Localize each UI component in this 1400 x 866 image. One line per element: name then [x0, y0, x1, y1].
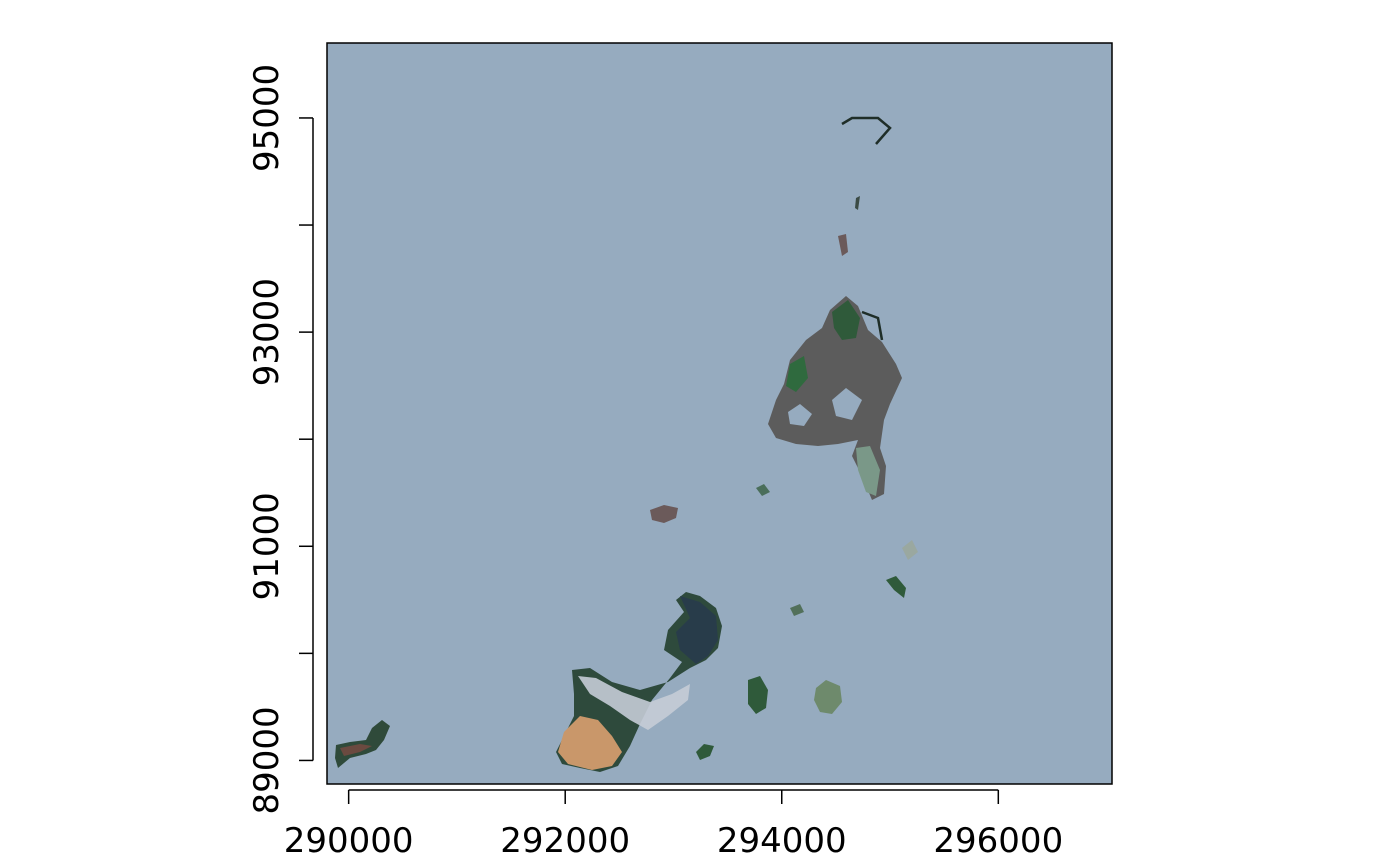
- islet-east-6: [902, 540, 918, 560]
- island-west: [335, 720, 390, 768]
- map-panel-background: [327, 43, 1112, 784]
- island-small-se: [696, 744, 714, 760]
- x-axis: 290000 292000 294000 296000: [284, 789, 1063, 861]
- x-tick-label: 294000: [717, 821, 847, 861]
- island-main-north-green: [786, 356, 808, 392]
- y-tick-label: 89000: [247, 706, 287, 814]
- islet-north-1: [838, 234, 848, 256]
- islet-east-2: [814, 680, 842, 714]
- land-areas: [335, 116, 918, 772]
- islet-east-5: [886, 576, 906, 598]
- island-central-small: [650, 505, 678, 523]
- map-frame: [326, 42, 1113, 785]
- island-main-south-soil: [558, 716, 622, 770]
- island-main-north-forest: [832, 300, 860, 340]
- islet-north-2: [855, 196, 860, 210]
- x-tick-label: 292000: [500, 821, 630, 861]
- island-main-north-tail: [856, 446, 880, 496]
- y-axis: 89000 91000 93000 95000: [247, 64, 314, 815]
- island-main-south-north-lobe: [676, 596, 718, 664]
- y-tick-label: 93000: [247, 278, 287, 386]
- x-tick-label: 296000: [933, 821, 1063, 861]
- islet-east-1: [748, 676, 768, 714]
- x-tick-label: 290000: [284, 821, 414, 861]
- feature-north-channel: [861, 310, 884, 341]
- y-tick-label: 91000: [247, 492, 287, 600]
- island-main-south-urban: [578, 676, 690, 730]
- islet-east-3: [790, 604, 804, 616]
- island-west-detail: [340, 744, 372, 756]
- island-main-north-lake-2: [832, 388, 862, 420]
- y-tick-label: 95000: [247, 64, 287, 172]
- islet-east-4: [756, 484, 770, 496]
- feature-north-arc: [841, 116, 892, 145]
- island-main-north-lake: [788, 404, 812, 426]
